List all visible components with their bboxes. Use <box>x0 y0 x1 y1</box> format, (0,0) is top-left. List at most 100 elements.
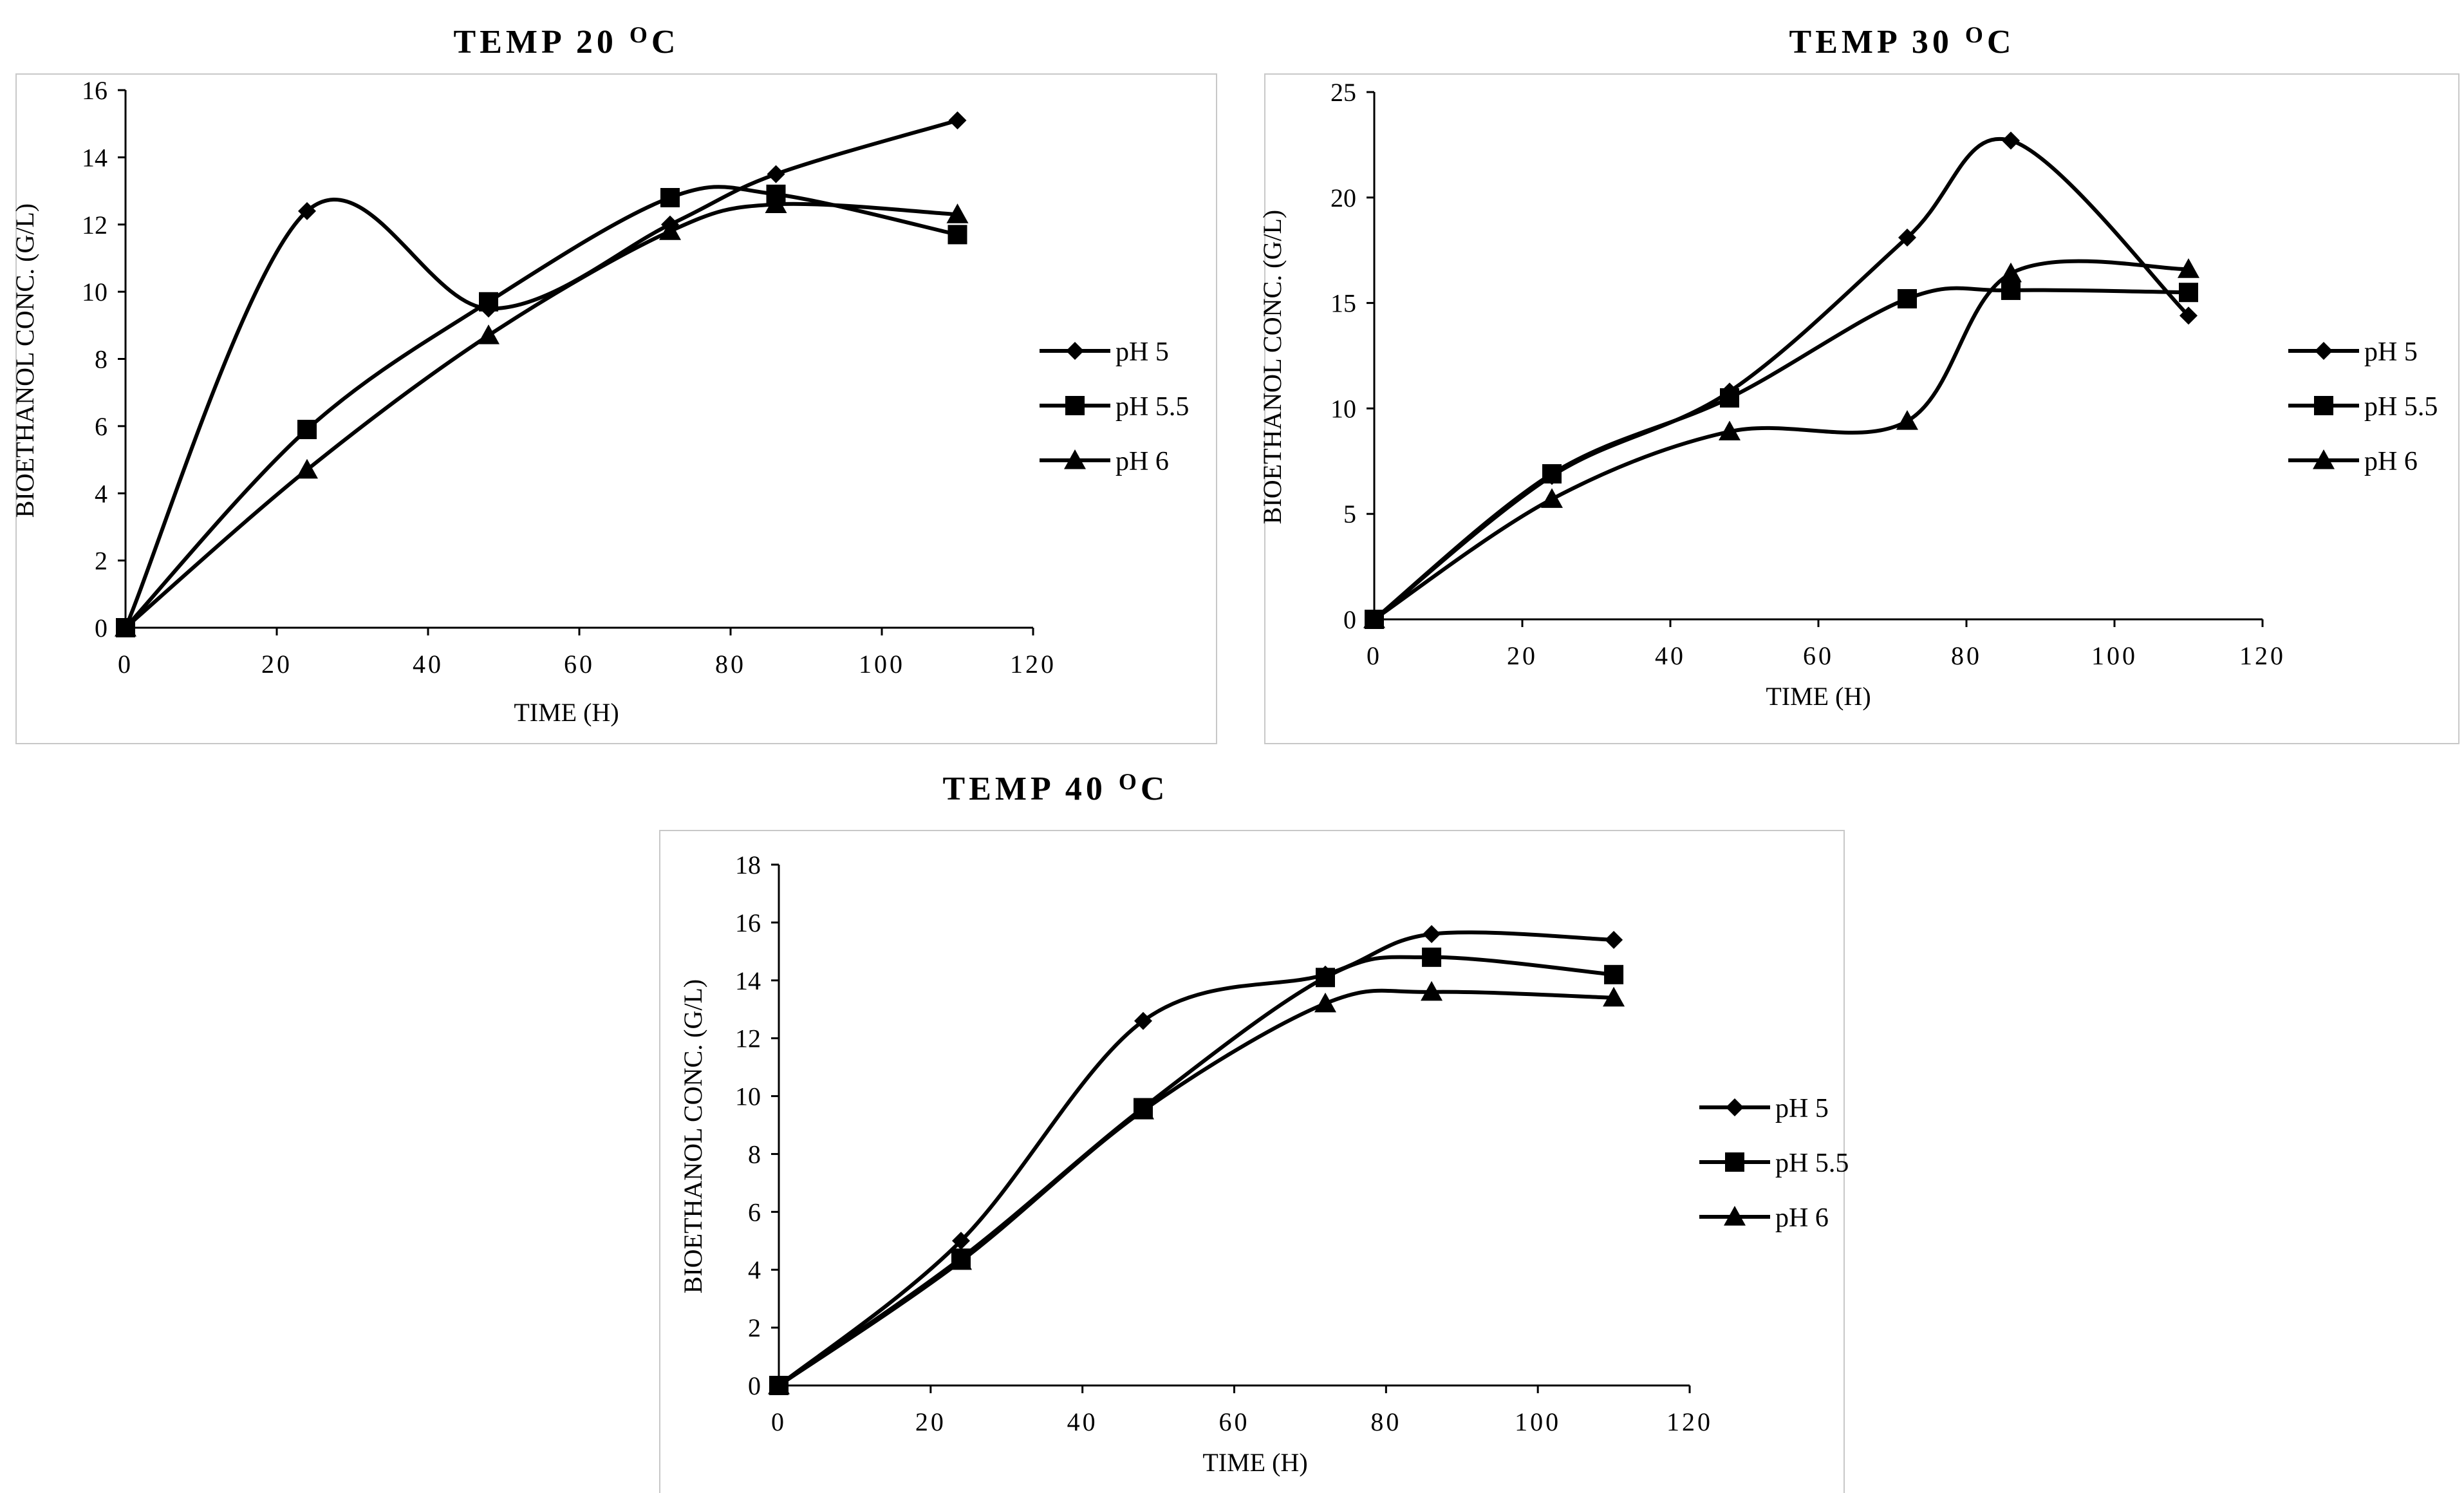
chart-temp30: TEMP 30 OC 0 5 10 15 20 25 0 20 40 60 80 100 120 TIME … <box>1249 0 2464 744</box>
chart-temp20-svg: TEMP 20 OC 0 2 4 6 8 10 12 14 16 0 20 40 60 80 100 120 TI… <box>10 22 1217 744</box>
series-ph-5-5 <box>116 184 967 637</box>
legend-marker <box>2313 449 2335 469</box>
y-axis-label: BIOETHANOL CONC. (G/L) <box>1258 210 1287 524</box>
series-ph-6-point <box>1132 1100 1154 1120</box>
y-tick-label: 5 <box>1343 500 1356 529</box>
y-tick-label: 10 <box>1330 394 1356 423</box>
series-ph-6 <box>1363 258 2199 628</box>
series-ph-5-5-line <box>778 955 1614 1387</box>
series-ph-5-5-point <box>1898 289 1917 309</box>
series-ph-5-5-point <box>947 225 967 245</box>
series-ph-5-5-point <box>1422 947 1442 967</box>
series-ph-5-5-point <box>1316 968 1335 988</box>
series-ph-5-5 <box>1365 280 2198 629</box>
series-ph-6-point <box>950 1250 972 1270</box>
series-ph-6-point <box>659 220 681 240</box>
y-tick-label: 6 <box>748 1197 761 1226</box>
y-tick-label: 0 <box>95 614 107 643</box>
chart-title: TEMP 40 OC <box>943 769 1169 807</box>
x-tick-label: 20 <box>1507 641 1538 670</box>
y-tick-label: 8 <box>748 1140 761 1169</box>
y-tick-label: 15 <box>1330 289 1356 318</box>
chart-title: TEMP 30 OC <box>1789 22 2015 61</box>
y-tick-label: 10 <box>82 277 107 306</box>
x-tick-label: 40 <box>1655 641 1686 670</box>
x-tick-label: 120 <box>1666 1407 1713 1436</box>
x-tick-label: 80 <box>1951 641 1982 670</box>
legend-item-ph-6: pH 6 <box>1699 1203 1829 1233</box>
series-ph-6-point <box>1363 608 1385 628</box>
legend-label: pH 5.5 <box>2364 392 2438 422</box>
x-tick-label: 120 <box>2239 641 2286 670</box>
series-ph-5-5-point <box>297 420 317 440</box>
x-tick-label: 0 <box>1367 641 1382 670</box>
series-ph-5-point <box>1898 229 1916 247</box>
series-ph-6 <box>768 981 1625 1394</box>
legend-marker <box>1064 449 1086 469</box>
y-tick-label: 12 <box>82 211 107 239</box>
x-axis-label: TIME (H) <box>514 698 619 727</box>
series-ph-6-line <box>778 988 1614 1387</box>
legend-label: pH 6 <box>2364 447 2418 476</box>
series-ph-6-point <box>1314 992 1336 1013</box>
y-tick-label: 16 <box>735 908 761 937</box>
series-ph-5-point <box>2179 306 2198 325</box>
y-tick-label: 0 <box>748 1371 761 1400</box>
x-tick-label: 120 <box>1010 650 1056 679</box>
legend-marker <box>1065 396 1085 415</box>
legend-item-ph-6: pH 6 <box>1040 447 1169 476</box>
x-tick-label: 20 <box>915 1407 946 1436</box>
x-tick-label: 20 <box>261 650 292 679</box>
series-ph-6-point <box>2178 258 2199 278</box>
series-ph-5-point <box>2002 131 2020 150</box>
series-ph-6-point <box>765 193 787 214</box>
series-ph-5-5 <box>769 947 1624 1395</box>
y-tick-label: 2 <box>95 547 107 576</box>
legend-item-ph-5-5: pH 5.5 <box>1040 392 1189 422</box>
y-tick-label: 18 <box>735 850 761 879</box>
legend-item-ph-5-5: pH 5.5 <box>1699 1149 1849 1178</box>
x-axis-label: TIME (H) <box>1766 682 1871 711</box>
legend-marker <box>1725 1152 1744 1172</box>
series-ph-6-point <box>296 458 318 479</box>
chart-frame <box>659 830 1845 1493</box>
x-tick-label: 100 <box>2091 641 2138 670</box>
series-ph-5-5-point <box>1604 964 1624 984</box>
y-tick-label: 14 <box>735 966 761 995</box>
series-ph-5-5-line <box>124 185 958 630</box>
series-ph-6-point <box>1719 420 1741 441</box>
x-tick-label: 40 <box>1067 1407 1098 1436</box>
chart-title: TEMP 20 OC <box>454 22 680 61</box>
series-ph-6-point <box>1896 410 1918 430</box>
series-ph-6-point <box>478 324 499 344</box>
x-tick-label: 40 <box>413 650 443 679</box>
series-ph-6-point <box>1603 986 1625 1007</box>
legend-marker <box>2314 396 2333 415</box>
series-ph-6-point <box>2000 262 2022 283</box>
legend-label: pH 5 <box>2364 337 2418 367</box>
x-tick-label: 0 <box>771 1407 787 1436</box>
legend-item-ph-6: pH 6 <box>2288 447 2418 476</box>
series-ph-5-point <box>1605 930 1623 949</box>
legend-marker <box>1066 342 1084 360</box>
legend-label: pH 5.5 <box>1115 392 1189 422</box>
series-ph-5-point <box>952 1232 970 1250</box>
x-tick-label: 60 <box>1219 1407 1250 1436</box>
y-tick-label: 20 <box>1330 183 1356 212</box>
chart-temp20: TEMP 20 OC 0 2 4 6 8 10 12 14 16 0 20 40 60 80 100 120 TI… <box>0 0 1223 744</box>
series-ph-6-point <box>946 203 969 223</box>
series-ph-5-5-point <box>479 292 498 312</box>
legend-label: pH 5.5 <box>1775 1149 1849 1178</box>
legend-label: pH 5 <box>1115 337 1169 367</box>
legend-item-ph-5: pH 5 <box>1699 1094 1829 1123</box>
legend-item-ph-5: pH 5 <box>2288 337 2418 367</box>
legend-label: pH 5 <box>1775 1094 1829 1123</box>
series-ph-6-line <box>1373 259 2189 621</box>
chart-temp40-svg: TEMP 40 OC 0 2 4 6 8 10 12 14 16 18 0 20 40 60 80 100 120… <box>659 769 1849 1493</box>
series-ph-6 <box>115 193 969 637</box>
chart-frame <box>1264 73 2459 744</box>
series-ph-6-point <box>1421 981 1443 1001</box>
x-tick-label: 100 <box>1515 1407 1561 1436</box>
y-tick-label: 8 <box>95 345 107 374</box>
